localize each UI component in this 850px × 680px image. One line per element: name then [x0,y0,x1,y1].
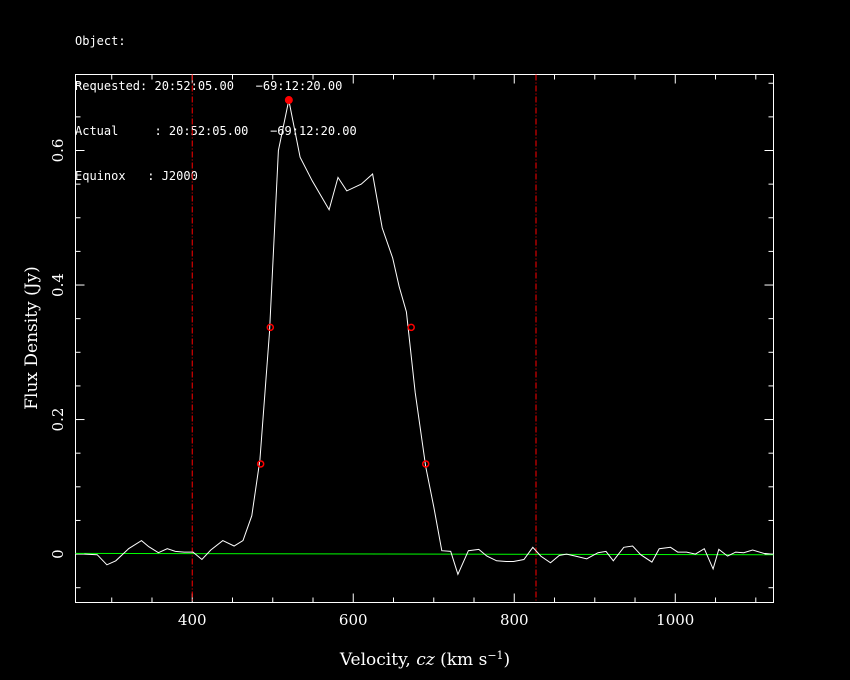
y-tick-label: 0.6 [49,139,67,163]
x-tick-label: 600 [339,611,368,629]
plot-frame [75,74,774,603]
peak-marker [284,96,293,105]
y-tick-label: 0.2 [49,408,67,432]
y-tick-label: 0.4 [49,273,67,297]
spectrum-line [84,99,772,576]
x-tick-label: 800 [500,611,529,629]
x-tick-labels: 400 600 800 1000 [178,611,694,629]
baseline-fit [75,552,774,556]
object-header: Object: Requested: 20:52:05.00 −69:12:20… [75,4,357,199]
equinox: Equinox : J2000 [75,169,198,183]
x-axis-title-sup: −1 [487,649,503,662]
width-marker [407,323,415,332]
x-axis-title-main: Velocity, [339,650,416,670]
actual-coordinates: Actual : 20:52:05.00 −69:12:20.00 [75,124,357,138]
velocity-limits [191,74,537,603]
axis-ticks [75,74,774,603]
x-axis-title-unit: (km s [435,650,488,670]
object-line: Object: [75,34,126,48]
width-markers [256,96,430,468]
width-marker [421,460,430,468]
baseline-line [75,552,774,556]
width-marker [266,323,275,332]
requested-coordinates: Requested: 20:52:05.00 −69:12:20.00 [75,79,343,93]
x-tick-label: 1000 [656,611,694,629]
x-axis-title-italic: cz [416,650,436,670]
y-axis-title: Flux Density (Jy) [22,266,42,410]
x-axis-title-close: ) [504,650,511,670]
y-tick-label: 0 [49,549,67,559]
x-axis-title: Velocity, cz (km s−1) [339,649,510,671]
width-marker [256,460,265,468]
spectrum-series [84,99,772,576]
y-tick-labels: 0 0.2 0.4 0.6 [49,139,67,559]
x-tick-label: 400 [178,611,207,629]
